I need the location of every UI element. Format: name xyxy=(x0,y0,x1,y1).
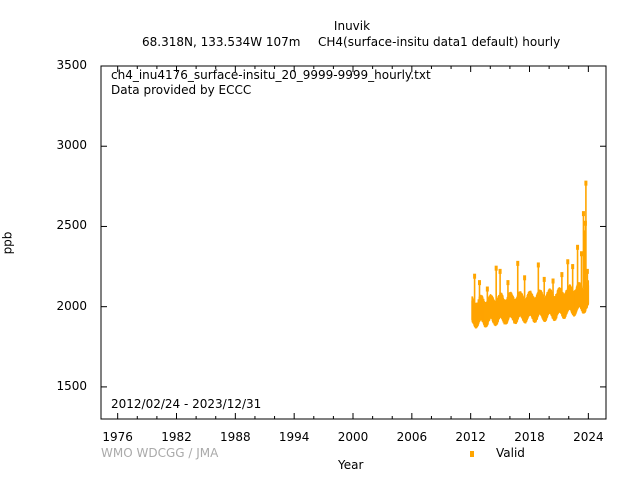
data-point-valid xyxy=(536,262,540,268)
legend: Valid xyxy=(470,446,525,460)
x-tick-label: 2024 xyxy=(573,430,604,444)
plot-frame xyxy=(100,65,607,420)
data-point-valid xyxy=(576,244,580,250)
y-tick-label: 2000 xyxy=(56,298,87,313)
data-point-valid xyxy=(485,286,489,292)
data-point-valid xyxy=(585,268,589,274)
data-point-valid xyxy=(498,268,502,274)
x-tick-label: 2000 xyxy=(337,430,369,444)
y-tick-label: 3500 xyxy=(56,58,87,72)
data-point-valid xyxy=(506,280,510,286)
x-tick-label: 2012 xyxy=(455,430,486,444)
y-axis-label: ppb xyxy=(0,231,15,255)
data-point-valid xyxy=(523,275,527,281)
data-point-valid xyxy=(494,265,498,271)
data-point-valid xyxy=(516,260,520,266)
chart-title-station: Inuvik xyxy=(333,19,371,33)
legend-label-valid: Valid xyxy=(496,446,525,460)
data-point-valid xyxy=(581,211,585,217)
y-tick-label: 1500 xyxy=(56,378,87,393)
data-point-valid xyxy=(473,273,477,279)
legend-marker xyxy=(470,450,474,457)
data-series-valid xyxy=(471,180,590,329)
y-tick-label: 2500 xyxy=(56,218,87,233)
data-point-valid xyxy=(560,272,564,278)
x-tick-label: 2006 xyxy=(396,430,428,444)
data-point-valid xyxy=(584,180,588,186)
file-name-label: ch4_inu4176_surface-insitu_20_9999-9999_… xyxy=(111,68,431,82)
data-point-valid xyxy=(478,280,482,286)
tick-marks xyxy=(101,65,606,419)
data-point-valid xyxy=(571,264,575,270)
x-tick-label: 2018 xyxy=(514,430,545,444)
x-tick-label: 1976 xyxy=(102,430,133,444)
date-range-label: 2012/02/24 - 2023/12/31 xyxy=(111,397,262,411)
data-provider-label: Data provided by ECCC xyxy=(111,83,252,97)
x-tick-label: 1994 xyxy=(278,430,310,444)
x-tick-label: 1988 xyxy=(220,430,251,444)
data-point-valid xyxy=(542,276,546,282)
x-axis-label: Year xyxy=(338,458,364,472)
x-tick-label: 1982 xyxy=(161,430,192,444)
data-point-valid xyxy=(579,251,583,257)
credit-label: WMO WDCGG / JMA xyxy=(101,446,219,460)
chart-title-dataset: CH4(surface-insitu data1 default) hourly xyxy=(318,35,561,49)
chart-title-coords: 68.318N, 133.534W 107m xyxy=(142,35,301,49)
y-tick-label: 3000 xyxy=(56,138,87,153)
data-point-valid xyxy=(551,278,555,284)
data-point-valid xyxy=(566,259,570,265)
data-point-valid xyxy=(582,230,586,236)
